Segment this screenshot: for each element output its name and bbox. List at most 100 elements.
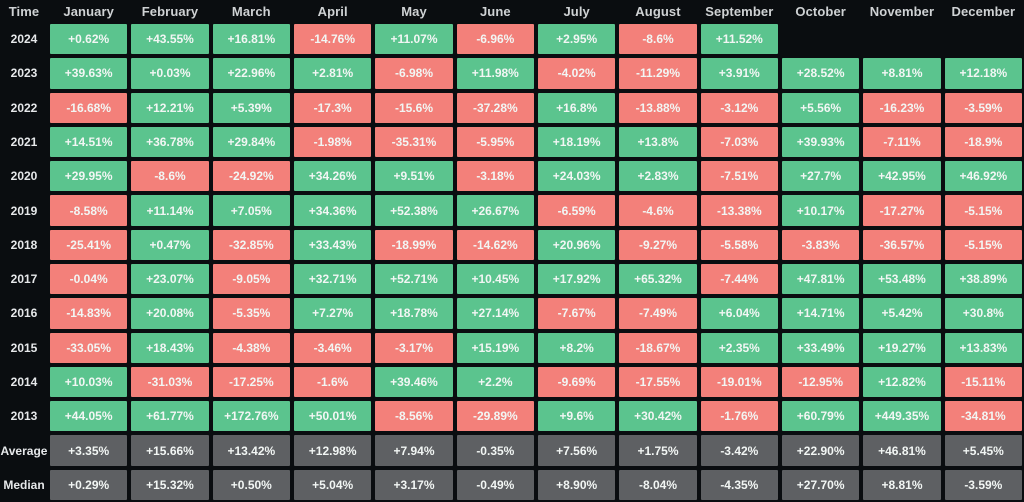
return-cell: +43.55%: [131, 24, 209, 55]
column-header-april: April: [317, 3, 348, 19]
return-cell: -18.9%: [944, 126, 1022, 158]
return-cell: -37.28%: [456, 92, 534, 123]
return-cell: +16.81%: [212, 24, 290, 55]
row-label-2021: 2021: [10, 134, 38, 149]
return-cell: -3.42%: [700, 435, 778, 466]
return-cell: +11.14%: [131, 195, 209, 226]
return-cell: -5.15%: [944, 229, 1022, 260]
row-label-2022: 2022: [10, 100, 38, 115]
return-cell: +30.8%: [944, 298, 1022, 329]
column-header-december: December: [951, 3, 1016, 19]
row-label-2018: 2018: [10, 237, 38, 252]
return-cell: +10.17%: [782, 195, 860, 226]
column-header-june: June: [479, 3, 511, 19]
return-cell: +39.46%: [375, 366, 453, 398]
return-cell: -17.25%: [212, 366, 290, 398]
return-cell: -7.03%: [700, 126, 778, 158]
return-cell: +12.98%: [294, 435, 372, 466]
return-cell: -5.58%: [700, 229, 778, 260]
return-cell: -11.29%: [619, 58, 697, 89]
return-cell: +50.01%: [294, 401, 372, 432]
return-cell: +1.75%: [619, 435, 697, 466]
return-cell: +60.79%: [782, 401, 860, 432]
return-cell: +33.43%: [294, 229, 372, 260]
return-cell: +14.71%: [782, 298, 860, 329]
return-cell: -4.38%: [212, 332, 290, 363]
return-cell: -8.04%: [619, 469, 697, 500]
return-cell: +0.62%: [50, 24, 128, 55]
return-cell: +172.76%: [212, 401, 290, 432]
return-cell: +8.90%: [538, 469, 616, 500]
return-cell: -1.76%: [700, 401, 778, 432]
return-cell: -8.6%: [131, 161, 209, 192]
return-cell: +0.47%: [131, 229, 209, 260]
return-cell: +18.78%: [375, 298, 453, 329]
return-cell: -4.02%: [538, 58, 616, 89]
return-cell: +20.96%: [538, 229, 616, 260]
return-cell: -5.35%: [212, 298, 290, 329]
return-cell: +3.35%: [50, 435, 128, 466]
return-cell: +14.51%: [50, 126, 128, 158]
return-cell: -13.88%: [619, 92, 697, 123]
return-cell: -8.56%: [375, 401, 453, 432]
return-cell: -3.46%: [294, 332, 372, 363]
return-cell: +44.05%: [50, 401, 128, 432]
return-cell: +12.18%: [944, 58, 1022, 89]
row-label-median: Median: [3, 477, 45, 492]
return-cell: +5.04%: [294, 469, 372, 500]
return-cell: -5.95%: [456, 126, 534, 158]
return-cell: +39.63%: [50, 58, 128, 89]
return-cell: +2.95%: [538, 24, 616, 55]
return-cell: +10.03%: [50, 366, 128, 398]
return-cell: +47.81%: [782, 263, 860, 295]
return-cell: -18.67%: [619, 332, 697, 363]
return-cell: -36.57%: [863, 229, 941, 260]
return-cell: +36.78%: [131, 126, 209, 158]
return-cell: -7.67%: [538, 298, 616, 329]
return-cell: -3.83%: [782, 229, 860, 260]
return-cell: [863, 24, 940, 54]
return-cell: +2.2%: [456, 366, 534, 398]
return-cell: -3.12%: [700, 92, 778, 123]
return-cell: -9.27%: [619, 229, 697, 260]
return-cell: +27.70%: [782, 469, 860, 500]
return-cell: +32.71%: [294, 263, 372, 295]
return-cell: -4.35%: [700, 469, 778, 500]
return-cell: +5.45%: [944, 435, 1022, 466]
row-label-2023: 2023: [10, 66, 38, 81]
return-cell: +53.48%: [863, 263, 941, 295]
return-cell: +0.50%: [212, 469, 290, 500]
return-cell: -17.55%: [619, 366, 697, 398]
return-cell: -9.69%: [538, 366, 616, 398]
column-header-january: January: [63, 3, 114, 19]
return-cell: +12.82%: [863, 366, 941, 398]
return-cell: +7.05%: [212, 195, 290, 226]
return-cell: +15.19%: [456, 332, 534, 363]
row-label-2016: 2016: [10, 306, 38, 321]
return-cell: +11.52%: [700, 24, 778, 55]
return-cell: +449.35%: [863, 401, 941, 432]
return-cell: +5.42%: [863, 298, 941, 329]
column-header-may: May: [401, 3, 427, 19]
return-cell: +2.83%: [619, 161, 697, 192]
row-label-2024: 2024: [10, 32, 38, 47]
return-cell: -3.59%: [944, 92, 1022, 123]
return-cell: +8.2%: [538, 332, 616, 363]
return-cell: -6.98%: [375, 58, 453, 89]
return-cell: -17.3%: [294, 92, 372, 123]
column-header-september: September: [705, 3, 774, 19]
column-header-july: July: [563, 3, 590, 19]
return-cell: +13.8%: [619, 126, 697, 158]
return-cell: +17.92%: [538, 263, 616, 295]
return-cell: +3.17%: [375, 469, 453, 500]
return-cell: -7.51%: [700, 161, 778, 192]
return-cell: -9.05%: [212, 263, 290, 295]
return-cell: -33.05%: [50, 332, 128, 363]
return-cell: +26.67%: [456, 195, 534, 226]
return-cell: -5.15%: [944, 195, 1022, 226]
return-cell: +10.45%: [456, 263, 534, 295]
return-cell: -24.92%: [212, 161, 290, 192]
return-cell: +52.71%: [375, 263, 453, 295]
return-cell: +52.38%: [375, 195, 453, 226]
return-cell: +8.81%: [863, 469, 941, 500]
